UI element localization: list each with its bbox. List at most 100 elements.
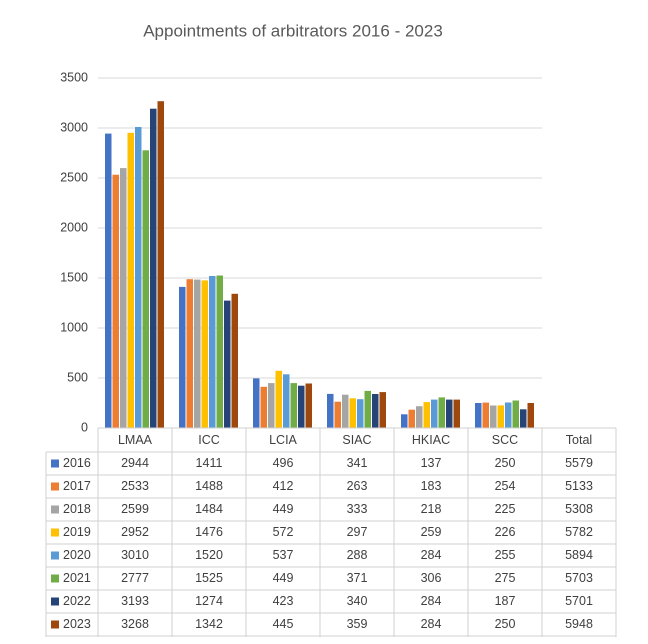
bar [438, 397, 445, 428]
table-cell: 2952 [121, 525, 149, 539]
bar [209, 276, 216, 428]
bar [401, 414, 408, 428]
bar [357, 399, 364, 428]
table-cell: 496 [273, 456, 294, 470]
legend-swatch [51, 482, 59, 491]
y-tick-label: 2000 [60, 220, 88, 234]
table-cell: 225 [495, 502, 516, 516]
legend-swatch [51, 528, 59, 537]
table-cell: 250 [495, 456, 516, 470]
table-cell: 5701 [565, 594, 593, 608]
y-tick-label: 3000 [60, 120, 88, 134]
table-cell: 5948 [565, 617, 593, 631]
bar [446, 399, 453, 428]
table-cell: 2599 [121, 502, 149, 516]
legend-swatch [51, 459, 59, 468]
bar [423, 402, 430, 428]
bar [431, 399, 438, 428]
table-cell: 284 [421, 617, 442, 631]
table-cell: 1520 [195, 548, 223, 562]
bar [186, 279, 193, 428]
bar [298, 385, 305, 428]
table-cell: 371 [347, 571, 368, 585]
legend-swatch [51, 597, 59, 606]
table-cell: 218 [421, 502, 442, 516]
legend-label: 2021 [63, 571, 91, 585]
table-cell: 2533 [121, 479, 149, 493]
bar [416, 406, 423, 428]
table-cell: 445 [273, 617, 294, 631]
column-header: SCC [492, 433, 518, 447]
bar [527, 403, 534, 428]
table-cell: 1274 [195, 594, 223, 608]
table-cell: 5703 [565, 571, 593, 585]
table-cell: 5782 [565, 525, 593, 539]
table-cell: 183 [421, 479, 442, 493]
table-cell: 423 [273, 594, 294, 608]
table-cell: 275 [495, 571, 516, 585]
bar [179, 286, 186, 428]
table-cell: 572 [273, 525, 294, 539]
legend-label: 2022 [63, 594, 91, 608]
table-cell: 3193 [121, 594, 149, 608]
legend-swatch [51, 620, 59, 629]
table-cell: 1525 [195, 571, 223, 585]
bar [490, 405, 497, 428]
bar [372, 394, 379, 428]
table-cell: 1484 [195, 502, 223, 516]
bar [127, 132, 134, 429]
table-cell: 449 [273, 502, 294, 516]
bar [349, 398, 356, 428]
bar [224, 300, 231, 428]
bar [275, 370, 282, 428]
column-header: SIAC [342, 433, 371, 447]
table-cell: 341 [347, 456, 368, 470]
table-cell: 2777 [121, 571, 149, 585]
bar [283, 374, 290, 428]
legend-label: 2016 [63, 456, 91, 470]
legend-label: 2023 [63, 617, 91, 631]
table-cell: 5894 [565, 548, 593, 562]
table-cell: 3010 [121, 548, 149, 562]
table-cell: 306 [421, 571, 442, 585]
bar [268, 383, 275, 428]
table-cell: 359 [347, 617, 368, 631]
table-cell: 284 [421, 594, 442, 608]
table-cell: 288 [347, 548, 368, 562]
bar [157, 101, 164, 428]
bar [512, 400, 519, 428]
chart-title: Appointments of arbitrators 2016 - 2023 [143, 21, 443, 40]
bar [475, 403, 482, 428]
bar [520, 409, 527, 428]
legend-label: 2019 [63, 525, 91, 539]
table-cell: 5579 [565, 456, 593, 470]
table-cell: 1411 [196, 456, 223, 470]
bar [482, 402, 489, 428]
bar [453, 399, 460, 428]
table-cell: 250 [495, 617, 516, 631]
bar [194, 279, 201, 428]
table-cell: 5308 [565, 502, 593, 516]
table-cell: 1476 [195, 525, 223, 539]
bar [342, 394, 349, 428]
bar [112, 174, 119, 428]
table-cell: 1488 [195, 479, 223, 493]
legend-swatch [51, 574, 59, 583]
bar [334, 401, 341, 428]
bar [135, 127, 142, 428]
y-tick-label: 1500 [60, 270, 88, 284]
table-cell: 226 [495, 525, 516, 539]
bar [379, 392, 386, 428]
bar [142, 150, 149, 429]
y-tick-label: 0 [81, 420, 88, 434]
column-header: ICC [198, 433, 220, 447]
table-cell: 412 [273, 479, 294, 493]
table-cell: 297 [347, 525, 368, 539]
table-cell: 284 [421, 548, 442, 562]
bar [216, 275, 223, 428]
table-cell: 537 [273, 548, 294, 562]
table-cell: 333 [347, 502, 368, 516]
y-tick-label: 500 [67, 370, 88, 384]
legend-label: 2018 [63, 502, 91, 516]
